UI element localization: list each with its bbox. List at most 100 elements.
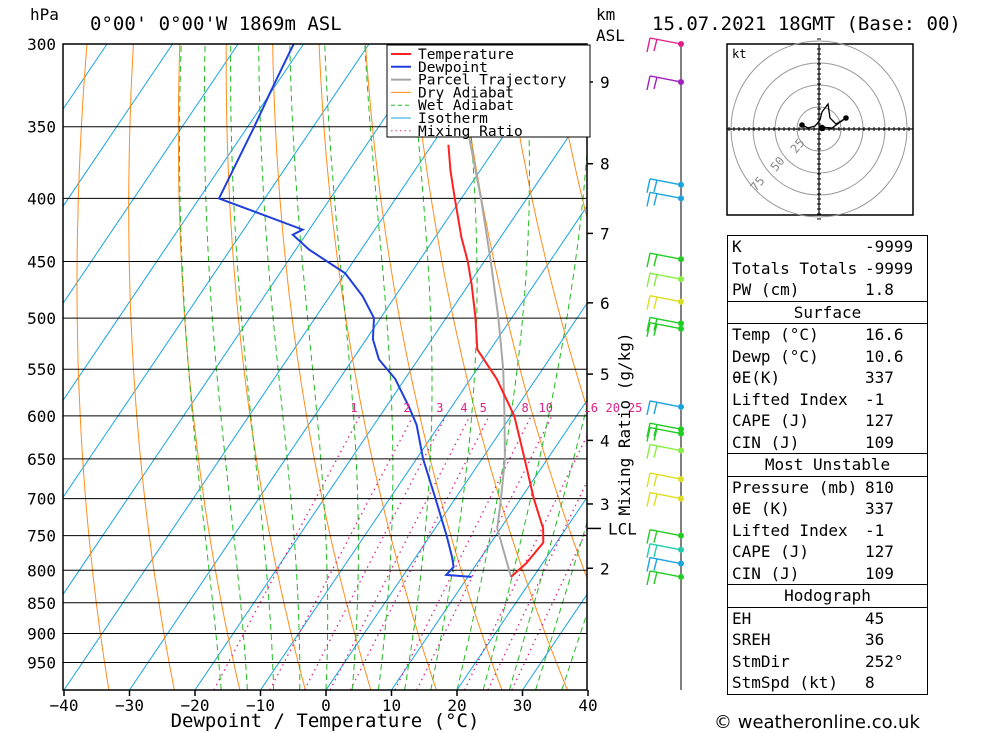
most-unstable-value: 810: [865, 477, 894, 497]
wind-barb-flag: [653, 571, 658, 585]
km-tick-label: 8: [600, 155, 610, 174]
wet-adiabat-line: [508, 404, 587, 690]
mixing-ratio-label: 1: [350, 401, 357, 415]
km-tick-label: 5: [600, 365, 610, 384]
wind-barb-flag: [653, 558, 658, 571]
hodograph-stat-label: StmSpd (kt): [732, 673, 838, 692]
wind-barb-flag: [646, 444, 651, 459]
wind-barb-shaft: [649, 272, 682, 280]
index-label: Totals Totals: [732, 258, 858, 278]
isotherm-line: [63, 44, 173, 208]
isotherm-line: [129, 44, 566, 690]
pressure-tick-label: 900: [27, 624, 56, 643]
datetime-title: 15.07.2021 18GMT (Base: 00): [652, 13, 961, 35]
dry-adiabat-line: [177, 44, 241, 690]
most-unstable-value: -1: [865, 520, 885, 540]
x-tick-label: −10: [246, 696, 275, 715]
km-tick-label: 6: [600, 294, 610, 313]
legend-label: Isotherm: [418, 111, 488, 127]
hodograph-stat-label: EH: [732, 608, 752, 628]
hodograph-stat-row: StmDir 252°: [728, 651, 927, 673]
most-unstable-row: Lifted Index -1: [728, 520, 927, 542]
index-value: -9999: [865, 258, 914, 278]
hodograph-stat-value: 45: [865, 608, 885, 628]
hodograph-point: [843, 115, 849, 121]
wind-barb-flag: [646, 557, 651, 572]
isotherm-line: [63, 44, 435, 596]
mixing-ratio-axis-label: Mixing Ratio (g/kg): [615, 332, 634, 515]
temperature-line: [447, 144, 545, 578]
indices-panel: K -9999 Totals Totals -9999 PW (cm) 1.8 Surfa…: [727, 235, 928, 695]
hodograph-stat-row: EH 45: [728, 608, 927, 630]
most-unstable-label: CIN (J): [732, 563, 800, 583]
hodograph-stat-row: SREH 36: [728, 629, 927, 651]
hodograph-point: [799, 122, 805, 128]
most-unstable-label: Lifted Index: [732, 520, 848, 540]
mixing-ratio-line: [394, 415, 532, 690]
wind-barb-flag: [653, 296, 658, 309]
legend-label: Mixing Ratio: [418, 124, 523, 140]
isotherm-line: [391, 399, 587, 690]
x-axis-label: Dewpoint / Temperature (°C): [171, 710, 480, 732]
dry-adiabat-line: [272, 44, 372, 690]
legend-label: Dry Adiabat: [418, 85, 514, 101]
wind-barb-shaft: [649, 422, 682, 430]
surface-row: θE(K) 337: [728, 367, 927, 389]
plot-frame: [62, 43, 588, 691]
lcl-label: LCL: [608, 519, 637, 538]
x-tick-label: 10: [382, 696, 401, 715]
wind-barb-shaft: [649, 472, 682, 480]
wind-barb-flag: [653, 530, 658, 543]
wind-barb-shaft: [649, 178, 682, 186]
wind-barb-flag: [646, 317, 651, 332]
wind-barb-shaft: [649, 252, 682, 260]
mixing-ratio-label: 8: [522, 401, 529, 415]
wind-barb-shaft: [649, 75, 682, 83]
isotherm-line: [63, 44, 501, 690]
surface-value: 16.6: [865, 325, 904, 344]
hodograph-header: Hodograph: [728, 584, 927, 608]
surface-value: 337: [865, 368, 894, 387]
pressure-tick-label: 400: [27, 189, 56, 208]
wind-barb-flag: [653, 323, 658, 336]
hodograph-unit-label: kt: [732, 47, 746, 61]
dry-adiabat-line: [76, 44, 110, 690]
pressure-tick-label: 350: [27, 118, 56, 137]
x-tick-label: 40: [578, 696, 597, 715]
wind-barb-flag: [646, 322, 651, 337]
hodograph-stat-label: SREH: [732, 630, 771, 649]
pressure-tick-label: 800: [27, 561, 56, 580]
legend-label: Temperature: [418, 47, 514, 63]
copyright-credit: © weatheronline.co.uk: [714, 712, 920, 733]
km-label: km: [596, 5, 615, 24]
wind-barb-flag: [653, 179, 658, 192]
wet-adiabat-line: [324, 44, 359, 690]
wet-adiabat-line: [179, 44, 222, 690]
wind-barb-flag: [646, 543, 651, 558]
wind-barb-shaft: [649, 191, 682, 200]
wind-barb-shaft: [649, 426, 682, 435]
mixing-ratio-label: 20: [605, 401, 619, 415]
pressure-tick-label: 450: [27, 253, 56, 272]
location-title: 0°00' 0°00'W 1869m ASL: [90, 13, 342, 35]
hodograph-stat-value: 252°: [865, 651, 904, 671]
wind-barb-flag: [646, 529, 651, 544]
dewpoint-line: [217, 44, 472, 578]
isotherm-line: [63, 44, 239, 305]
wind-barb-flag: [646, 492, 651, 507]
km-tick-label: 9: [600, 73, 610, 92]
pressure-tick-label: 750: [27, 527, 56, 546]
x-tick-label: 20: [447, 696, 466, 715]
wind-barb-flag: [646, 178, 651, 193]
surface-value: 10.6: [865, 346, 904, 366]
wind-barb-shaft: [649, 322, 682, 330]
wind-barb-shaft: [649, 556, 682, 565]
legend-label: Wet Adiabat: [418, 98, 514, 114]
dry-adiabat-line: [923, 44, 1000, 690]
wind-barb-flag: [646, 75, 651, 91]
hodograph-stat-value: 8: [865, 673, 875, 692]
dry-adiabat-line: [969, 44, 1000, 690]
pressure-tick-label: 550: [27, 360, 56, 379]
surface-value: 109: [865, 432, 894, 452]
wind-barb-shaft: [649, 491, 682, 500]
